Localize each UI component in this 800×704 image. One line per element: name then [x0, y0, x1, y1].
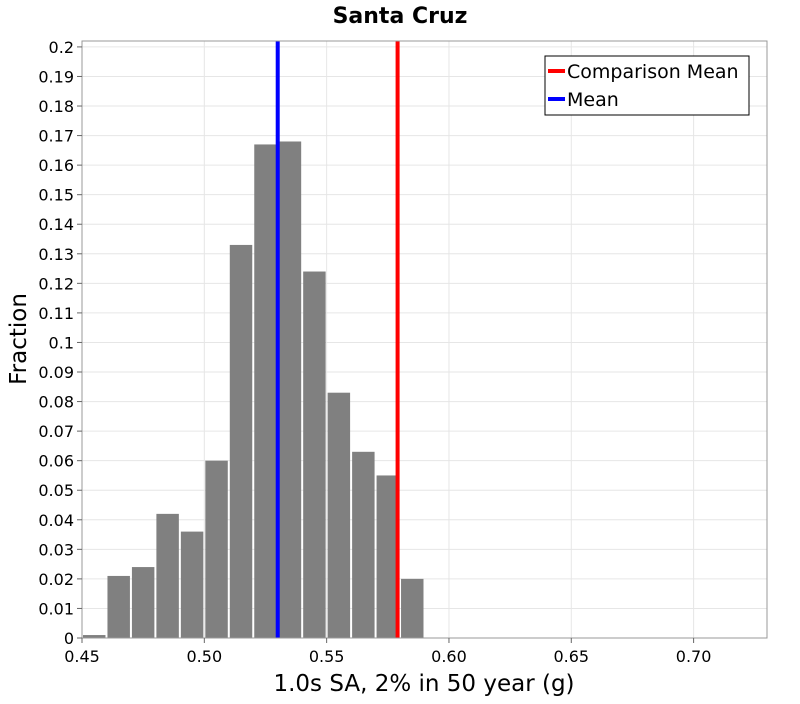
histogram-bar: [254, 144, 277, 638]
plot-layer: 0 0.01 0.02 0.03 0.04 0.05 0.06 0.07 0.08 0.09 0.1…: [38, 38, 768, 666]
histogram-bar: [401, 578, 424, 638]
x-tick-label: 0.70: [676, 647, 712, 666]
histogram-bar: [205, 460, 228, 638]
y-tick-label: 0.18: [38, 97, 74, 116]
legend-label-mean: Mean: [567, 89, 619, 111]
legend-box: [544, 55, 750, 116]
legend: Comparison Mean Mean: [544, 55, 750, 116]
histogram-bar: [229, 244, 253, 639]
x-tick-label: 0.60: [431, 647, 467, 666]
y-axis-label: Fraction: [6, 293, 32, 385]
x-tick-label: 0.55: [309, 647, 345, 666]
histogram-bar: [156, 513, 179, 638]
y-tick-label: 0.03: [38, 540, 74, 559]
histogram-bar: [83, 635, 106, 638]
y-tick-label: 0.04: [38, 511, 74, 530]
x-axis-label: 1.0s SA, 2% in 50 year (g): [273, 671, 574, 697]
histogram-bar: [303, 271, 326, 638]
y-tick-label: 0.09: [38, 363, 74, 382]
y-tick-label: 0.02: [38, 570, 74, 589]
histogram-bar: [352, 451, 375, 638]
y-tick-label: 0.11: [38, 304, 74, 323]
y-tick-label: 0.16: [38, 156, 74, 175]
y-tick-label: 0.01: [38, 599, 74, 618]
x-tick-label: 0.50: [187, 647, 223, 666]
y-tick-label: 0.12: [38, 274, 74, 293]
y-tick-label: 0.1: [49, 333, 74, 352]
y-tick-label: 0.08: [38, 393, 74, 412]
y-tick-label: 0.07: [38, 422, 74, 441]
histogram-bar: [278, 141, 302, 638]
y-tick-label: 0.15: [38, 186, 74, 205]
y-tick-label: 0.17: [38, 127, 74, 146]
y-tick-label: 0.06: [38, 452, 74, 471]
x-tick-label: 0.45: [64, 647, 100, 666]
y-tick-label: 0.05: [38, 481, 74, 500]
y-tick-label: 0.13: [38, 245, 74, 264]
y-tick-label: 0.14: [38, 215, 74, 234]
y-tick-label: 0.19: [38, 67, 74, 86]
histogram-bar: [180, 531, 204, 638]
x-tick-label: 0.65: [553, 647, 589, 666]
histogram-bar: [327, 392, 351, 638]
chart-title: Santa Cruz: [333, 4, 468, 29]
histogram-bar: [131, 567, 155, 638]
histogram-bar: [376, 475, 400, 638]
y-tick-label: 0.2: [49, 38, 74, 57]
y-tick-label: 0: [64, 629, 74, 648]
histogram-bar: [107, 575, 130, 638]
legend-label-comparison-mean: Comparison Mean: [567, 61, 739, 83]
plot-border: [81, 40, 768, 639]
